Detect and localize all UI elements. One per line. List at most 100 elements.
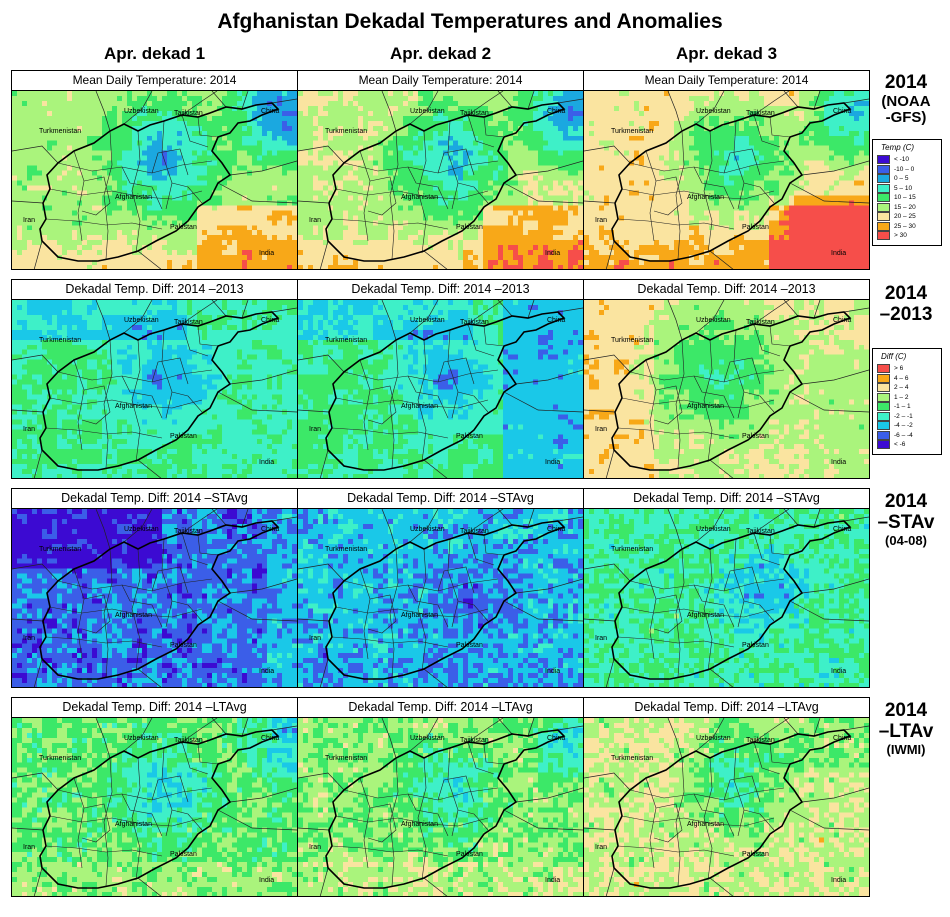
province-border	[645, 568, 657, 660]
country-border	[241, 718, 249, 737]
country-border	[695, 718, 725, 752]
province-border	[723, 566, 761, 594]
country-border	[515, 578, 583, 594]
map-label-china: China	[547, 108, 566, 115]
province-border	[367, 176, 397, 216]
map-label-turkmenistan: Turkmenistan	[611, 337, 654, 344]
country-border	[753, 718, 790, 743]
map-area: Uzbekistan Tajikistan China Turkmenistan Afg…	[298, 91, 583, 269]
legend-swatch	[877, 155, 890, 165]
province-border	[629, 369, 785, 383]
province-border	[335, 606, 489, 618]
map-area: Uzbekistan Tajikistan China Turkmenistan Afg…	[12, 718, 297, 896]
country-border	[298, 772, 345, 791]
country-border	[527, 91, 535, 110]
legend-label: -4 – -2	[894, 422, 913, 430]
province-border	[753, 323, 781, 357]
country-border	[95, 300, 111, 341]
map-panel-r2-c2: Dekadal Temp. Diff: 2014 –2013 Uzbekistan…	[297, 279, 584, 479]
map-label-iran: Iran	[595, 844, 608, 851]
province-border	[645, 777, 657, 869]
province-border	[131, 339, 141, 463]
panel-title: Dekadal Temp. Diff: 2014 –LTAvg	[298, 698, 583, 718]
afghanistan-outline	[325, 311, 566, 471]
map-label-pakistan: Pakistan	[742, 224, 769, 231]
legend-swatch	[877, 411, 890, 421]
country-border	[584, 354, 631, 373]
country-border	[381, 509, 397, 550]
map-label-pakistan: Pakistan	[456, 224, 483, 231]
map-label-turkmenistan: Turkmenistan	[611, 546, 654, 553]
map-label-uzbekistan: Uzbekistan	[696, 317, 731, 324]
province-border	[171, 809, 203, 831]
map-label-pakistan: Pakistan	[456, 851, 483, 858]
country-border	[843, 516, 869, 522]
country-border	[271, 725, 297, 731]
province-border	[45, 218, 163, 230]
province-border	[131, 757, 141, 881]
province-border	[335, 188, 489, 200]
province-border	[447, 538, 459, 628]
country-border	[605, 240, 615, 269]
country-border	[497, 91, 513, 108]
province-border	[629, 787, 785, 801]
country-border	[667, 300, 683, 341]
afghanistan-outline	[39, 520, 280, 680]
map-label-afghanistan: Afghanistan	[115, 821, 152, 828]
province-border	[367, 385, 397, 425]
country-border	[801, 787, 869, 803]
legend-entry: < -6	[877, 440, 938, 450]
country-border	[229, 787, 297, 803]
country-border	[12, 354, 59, 373]
map-panel-r3-c1: Dekadal Temp. Diff: 2014 –STAvg Uzbekista…	[11, 488, 298, 688]
map-label-pakistan: Pakistan	[170, 224, 197, 231]
province-border	[629, 160, 785, 174]
row-label-line: 2014	[884, 72, 928, 93]
legend-swatch	[877, 174, 890, 184]
province-border	[103, 757, 113, 887]
legend-entry: > 30	[877, 231, 938, 241]
map-label-india: India	[545, 668, 561, 675]
country-border	[423, 250, 448, 269]
province-border	[407, 793, 449, 837]
country-border	[667, 718, 683, 759]
country-border	[12, 200, 44, 204]
province-border	[703, 130, 713, 254]
province-border	[103, 339, 113, 469]
panel-title: Dekadal Temp. Diff: 2014 –2013	[12, 280, 297, 300]
country-border	[95, 91, 111, 132]
row-label-line: -GFS)	[885, 109, 927, 127]
legend-label: 4 – 6	[894, 374, 909, 382]
province-border	[49, 606, 203, 618]
province-border	[57, 787, 213, 801]
map-area: Uzbekistan Tajikistan China Turkmenistan Afg…	[584, 718, 869, 896]
province-border	[653, 594, 683, 634]
country-border	[497, 509, 513, 526]
row-label-line: –STAv	[877, 511, 935, 533]
province-border	[181, 114, 209, 148]
country-border	[181, 718, 218, 743]
province-border	[753, 741, 781, 775]
legend-label: -6 – -4	[894, 431, 913, 439]
map-label-india: India	[831, 877, 847, 884]
map-label-tajikistan: Tajikistan	[746, 319, 775, 326]
row-label-line: 2014	[884, 700, 928, 721]
map-panel-r3-c3: Dekadal Temp. Diff: 2014 –STAvg Uzbekista…	[583, 488, 870, 688]
province-border	[483, 325, 505, 347]
map-label-turkmenistan: Turkmenistan	[39, 337, 82, 344]
province-border	[197, 743, 219, 765]
province-border	[675, 757, 685, 887]
province-border	[733, 538, 745, 628]
country-border	[319, 658, 329, 687]
legend-entry: 1 – 2	[877, 392, 938, 403]
province-border	[197, 534, 219, 556]
province-border	[161, 538, 173, 628]
province-border	[653, 803, 683, 843]
province-border	[437, 148, 475, 176]
country-border	[12, 772, 59, 791]
country-border	[843, 98, 869, 104]
map-area: Uzbekistan Tajikistan China Turkmenistan Afg…	[12, 300, 297, 478]
map-area: Uzbekistan Tajikistan China Turkmenistan Afg…	[298, 300, 583, 478]
map-label-india: India	[259, 668, 275, 675]
panel-title: Mean Daily Temperature: 2014	[298, 71, 583, 91]
